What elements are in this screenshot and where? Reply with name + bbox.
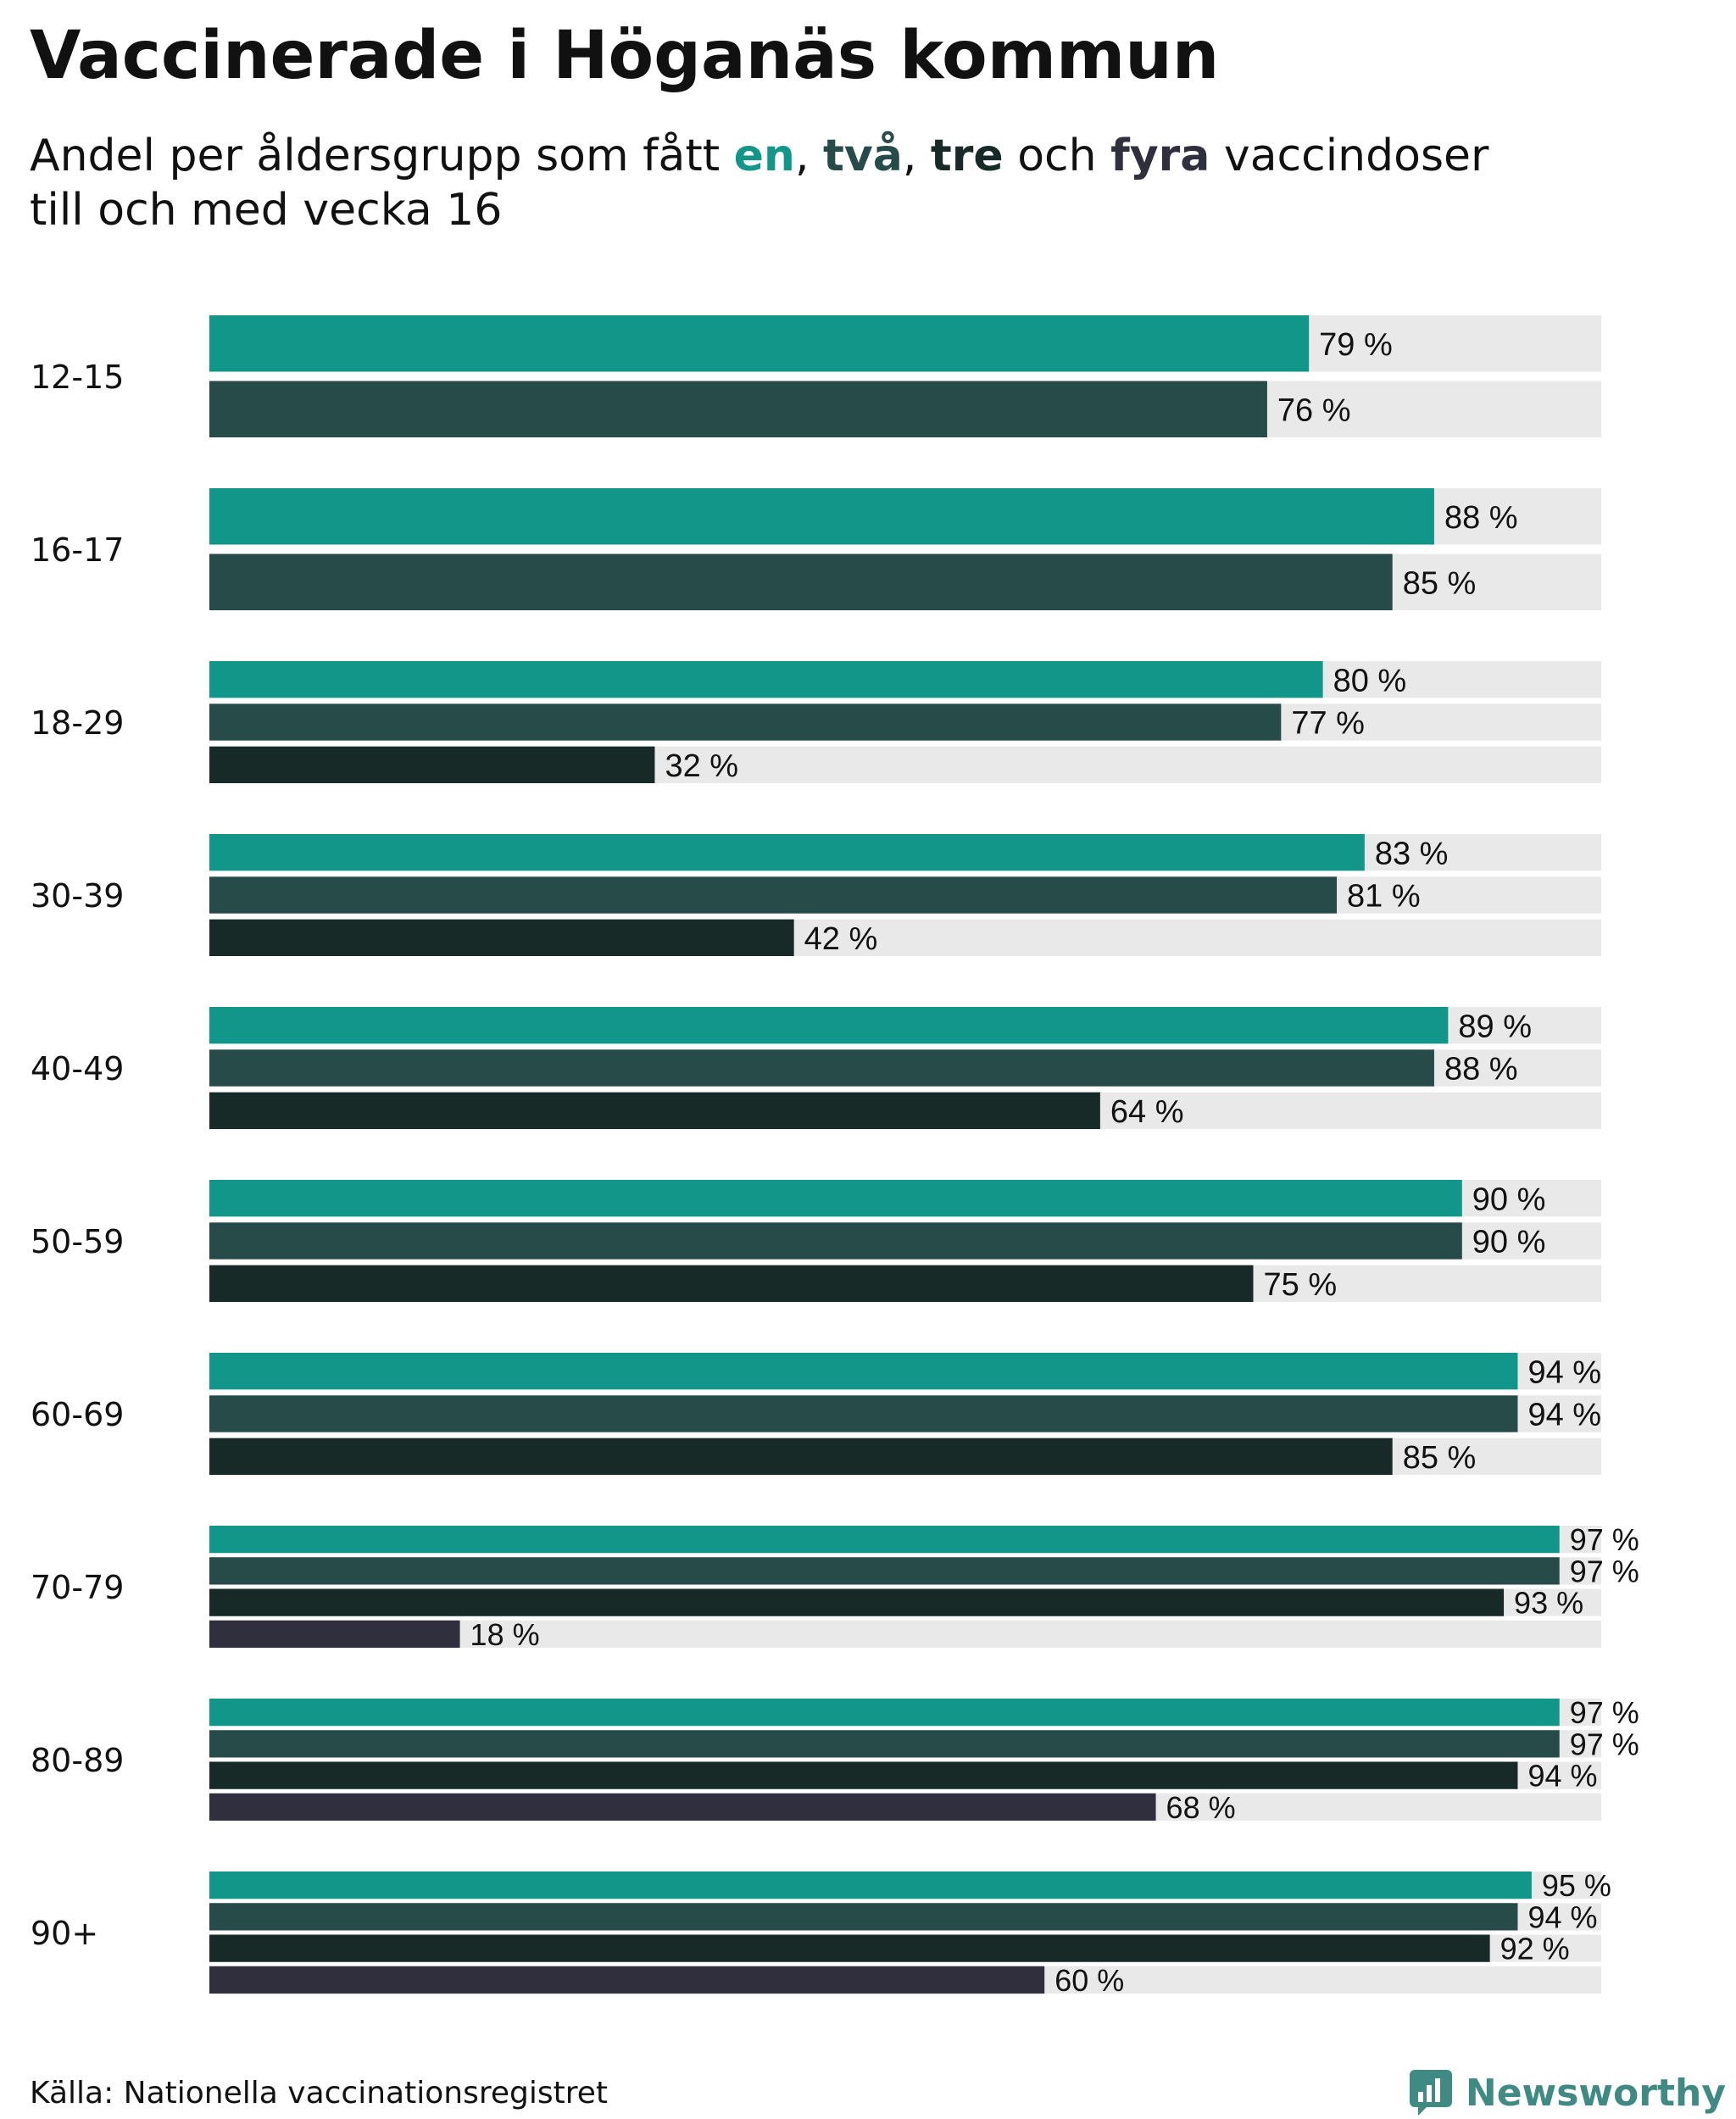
- data-label: 75 %: [1264, 1267, 1338, 1303]
- data-label: 60 %: [1054, 1963, 1124, 1998]
- bar-en: [209, 1353, 1518, 1390]
- data-label: 93 %: [1514, 1586, 1583, 1621]
- legend-key-tre: tre: [930, 131, 1004, 181]
- bar-en: [209, 1007, 1449, 1044]
- bar-tre: [209, 1761, 1518, 1789]
- newsworthy-logo-icon: [1409, 2070, 1452, 2116]
- bar-fyra: [209, 1966, 1045, 1994]
- bar-tre: [209, 1438, 1393, 1475]
- data-label: 97 %: [1570, 1695, 1639, 1730]
- data-label: 83 %: [1375, 836, 1449, 871]
- chart-subtitle: Andel per åldersgrupp som fått en, två, …: [30, 129, 1691, 237]
- bar-en: [209, 661, 1323, 698]
- bar-tre: [209, 919, 794, 956]
- brand-name: Newsworthy: [1465, 2071, 1726, 2115]
- bar-två: [209, 1903, 1518, 1931]
- data-label: 80 %: [1333, 663, 1407, 698]
- subtitle-prefix: Andel per åldersgrupp som fått: [30, 131, 734, 181]
- subtitle-separator: och: [1003, 131, 1111, 181]
- data-label: 32 %: [665, 748, 738, 784]
- data-label: 76 %: [1277, 392, 1351, 428]
- data-label: 92 %: [1500, 1932, 1570, 1966]
- data-label: 97 %: [1570, 1522, 1639, 1557]
- subtitle-period: till och med vecka 16: [30, 185, 503, 236]
- category-label: 50-59: [31, 1223, 124, 1260]
- data-label: 18 %: [470, 1617, 540, 1652]
- bar-fyra: [209, 1793, 1156, 1821]
- data-label: 89 %: [1458, 1009, 1532, 1044]
- category-label: 16-17: [31, 531, 124, 569]
- data-label: 85 %: [1403, 1440, 1477, 1476]
- source-note: Källa: Nationella vaccinationsregistret: [30, 2076, 608, 2111]
- data-label: 97 %: [1570, 1727, 1639, 1761]
- bar-två: [209, 704, 1282, 741]
- bar-en: [209, 488, 1434, 545]
- legend-key-en: en: [733, 131, 795, 181]
- bar-tre: [209, 1588, 1505, 1616]
- data-label: 90 %: [1472, 1182, 1546, 1217]
- bar-två: [209, 1730, 1560, 1758]
- category-label: 90+: [31, 1915, 98, 1952]
- legend-key-fyra: fyra: [1110, 131, 1210, 181]
- bar-en: [209, 1699, 1560, 1727]
- category-label: 12-15: [31, 359, 124, 396]
- data-label: 81 %: [1347, 879, 1421, 915]
- data-label: 79 %: [1319, 327, 1393, 363]
- bar-tre: [209, 1092, 1100, 1129]
- chart-title: Vaccinerade i Höganäs kommun: [30, 18, 1220, 94]
- data-label: 97 %: [1570, 1554, 1639, 1588]
- bar-en: [209, 315, 1310, 372]
- category-label: 18-29: [31, 704, 124, 742]
- data-label: 95 %: [1542, 1868, 1611, 1903]
- bar-tre: [209, 1265, 1254, 1302]
- bar-fyra: [209, 1620, 460, 1648]
- subtitle-separator: ,: [902, 131, 931, 181]
- data-label: 77 %: [1291, 706, 1365, 742]
- bar-en: [209, 834, 1365, 871]
- data-label: 68 %: [1166, 1790, 1236, 1825]
- data-label: 85 %: [1403, 565, 1477, 601]
- bar-två: [209, 381, 1267, 437]
- bar-tre: [209, 746, 655, 783]
- bar-två: [209, 1557, 1560, 1585]
- bar-en: [209, 1872, 1532, 1899]
- category-label: 70-79: [31, 1569, 124, 1606]
- data-label: 90 %: [1472, 1225, 1546, 1260]
- legend-key-tva: två: [823, 131, 903, 181]
- category-label: 30-39: [31, 877, 124, 915]
- category-label: 80-89: [31, 1742, 124, 1779]
- bar-två: [209, 1222, 1462, 1260]
- subtitle-separator: ,: [794, 131, 824, 181]
- data-label: 94 %: [1527, 1899, 1597, 1934]
- bar-två: [209, 553, 1393, 610]
- data-label: 94 %: [1527, 1759, 1597, 1794]
- bar-tre: [209, 1934, 1490, 1962]
- data-label: 42 %: [804, 921, 878, 957]
- bar-en: [209, 1180, 1462, 1217]
- category-label: 40-49: [31, 1050, 124, 1087]
- data-label: 94 %: [1527, 1398, 1601, 1433]
- data-label: 94 %: [1527, 1354, 1601, 1390]
- data-label: 88 %: [1444, 1052, 1518, 1087]
- bar-två: [209, 876, 1338, 914]
- data-label: 88 %: [1444, 500, 1518, 536]
- data-label: 64 %: [1110, 1094, 1184, 1130]
- category-label: 60-69: [31, 1396, 124, 1433]
- bar-två: [209, 1049, 1434, 1087]
- subtitle-suffix: vaccindoser: [1210, 131, 1489, 181]
- bar-en: [209, 1526, 1560, 1554]
- brand-logo: Newsworthy: [1408, 2068, 1726, 2117]
- bar-två: [209, 1395, 1518, 1432]
